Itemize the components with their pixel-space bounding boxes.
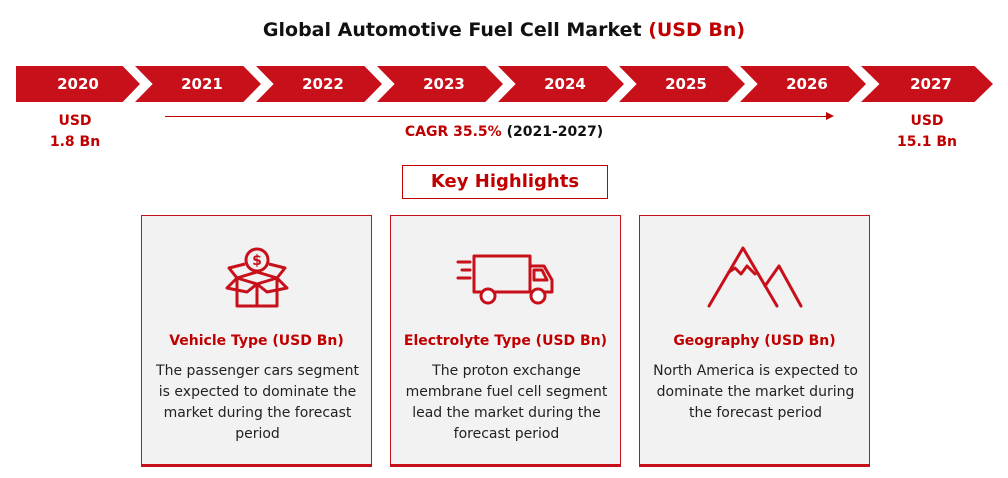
year-chevron: 2025 [619,66,745,102]
year-chevron: 2021 [135,66,261,102]
truck-icon [391,244,620,308]
cagr-period: (2021-2027) [501,124,604,140]
svg-text:$: $ [252,253,262,269]
start-value-amount: 1.8 Bn [49,134,101,150]
card-heading: Vehicle Type (USD Bn) [169,333,344,349]
card-body: The proton exchange membrane fuel cell s… [405,363,608,442]
highlight-card-electrolyte-type: Electrolyte Type (USD Bn) The proton exc… [390,215,621,467]
card-heading: Geography (USD Bn) [673,333,836,349]
card-heading: Electrolyte Type (USD Bn) [403,333,608,349]
year-chevron: 2022 [256,66,382,102]
year-chevron: 2020 [16,66,140,102]
cagr-label: CAGR 35.5% (2021-2027) [0,124,1008,140]
money-box-icon: $ [142,244,371,308]
end-value: USD 15.1 Bn [877,111,977,153]
year-chevron: 2024 [498,66,624,102]
highlight-card-geography: Geography (USD Bn) North America is expe… [639,215,870,467]
mountain-icon [640,244,869,308]
card-body: North America is expected to dominate th… [653,363,858,421]
key-highlights-heading: Key Highlights [402,165,608,199]
card-body: The passenger cars segment is expected t… [156,363,359,442]
end-value-currency: USD [910,113,944,129]
highlight-card-vehicle-type: $ Vehicle Type (USD Bn) The passenger ca… [141,215,372,467]
title-main: Global Automotive Fuel Cell Market [262,19,649,41]
end-value-amount: 15.1 Bn [896,134,958,150]
start-value: USD 1.8 Bn [25,111,125,153]
year-chevron: 2023 [377,66,503,102]
year-chevron: 2027 [861,66,993,102]
year-chevron: 2026 [740,66,866,102]
arrow-right-icon [826,112,834,120]
page-title: Global Automotive Fuel Cell Market (USD … [0,19,1008,41]
title-unit: (USD Bn) [648,19,746,41]
start-value-currency: USD [58,113,92,129]
cagr-value: CAGR 35.5% [404,124,502,140]
cagr-arrow-line [165,116,829,117]
